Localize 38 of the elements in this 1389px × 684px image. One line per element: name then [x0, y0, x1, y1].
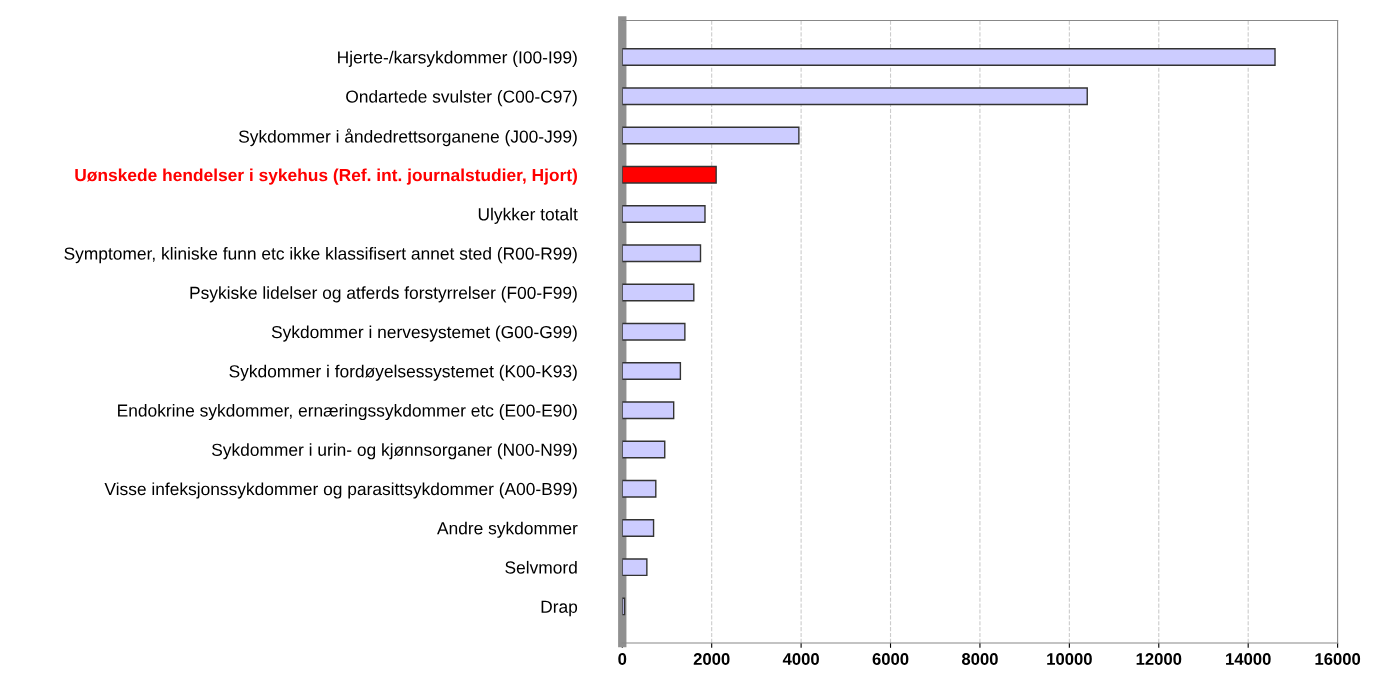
y-tick-label: Visse infeksjonssykdommer og parasittsykdommer (A00-B99) [104, 482, 577, 499]
y-tick-label: Hjerte-/karsykdommer (I00-I99) [338, 50, 577, 67]
bar [622, 362, 682, 380]
y-tick-label: Sykdommer i åndedrettsorganene (J00-J99) [238, 128, 577, 147]
bar [622, 205, 706, 223]
x-tick-label: 0 [618, 653, 627, 665]
bar [622, 440, 666, 459]
bar [622, 87, 1088, 106]
x-tick-label: 2000 [693, 653, 730, 665]
x-tick-label: 10000 [1047, 653, 1092, 665]
bar [622, 165, 717, 184]
y-tick-label: Drap [541, 600, 578, 617]
x-tick-label: 16000 [1315, 653, 1361, 665]
y-tick-label: Uønskede hendelser i sykehus (Ref. int. journalstudier, Hjort) [75, 168, 577, 185]
bar [622, 48, 1276, 66]
bar [622, 322, 686, 341]
bar [622, 244, 702, 263]
x-tick-label: 8000 [961, 653, 998, 665]
x-tick-label: 4000 [782, 653, 819, 665]
y-tick-label: Ulykker totalt [478, 207, 578, 224]
bar [622, 283, 695, 302]
y-tick-label: Sykdommer i urin- og kjønnsorganer (N00-N99) [212, 443, 577, 460]
bar [622, 401, 675, 420]
y-tick-label: Andre sykdommer [437, 521, 578, 538]
y-tick-label: Symptomer, kliniske funn etc ikke klassifisert annet sted (R00-R99) [64, 246, 577, 264]
x-tick-label: 6000 [872, 653, 909, 665]
x-tick-label: 14000 [1226, 653, 1271, 665]
bar [622, 479, 657, 498]
y-tick-label: Endokrine sykdommer, ernæringssykdommer etc (E00-E90) [118, 403, 577, 421]
y-tick-label: Sykdommer i nervesystemet (G00-G99) [271, 325, 577, 342]
y-tick-label: Psykiske lidelser og atferds forstyrrelser (F00-F99) [190, 286, 577, 303]
bar [622, 519, 655, 537]
y-tick-label: Sykdommer i fordøyelsessystemet (K00-K93) [229, 364, 577, 381]
y-tick-label: Selvmord [505, 560, 577, 574]
bar [622, 558, 648, 577]
bar [622, 126, 800, 145]
x-tick-label: 12000 [1136, 653, 1182, 665]
y-tick-label: Ondartede svulster (C00-C97) [346, 90, 577, 107]
